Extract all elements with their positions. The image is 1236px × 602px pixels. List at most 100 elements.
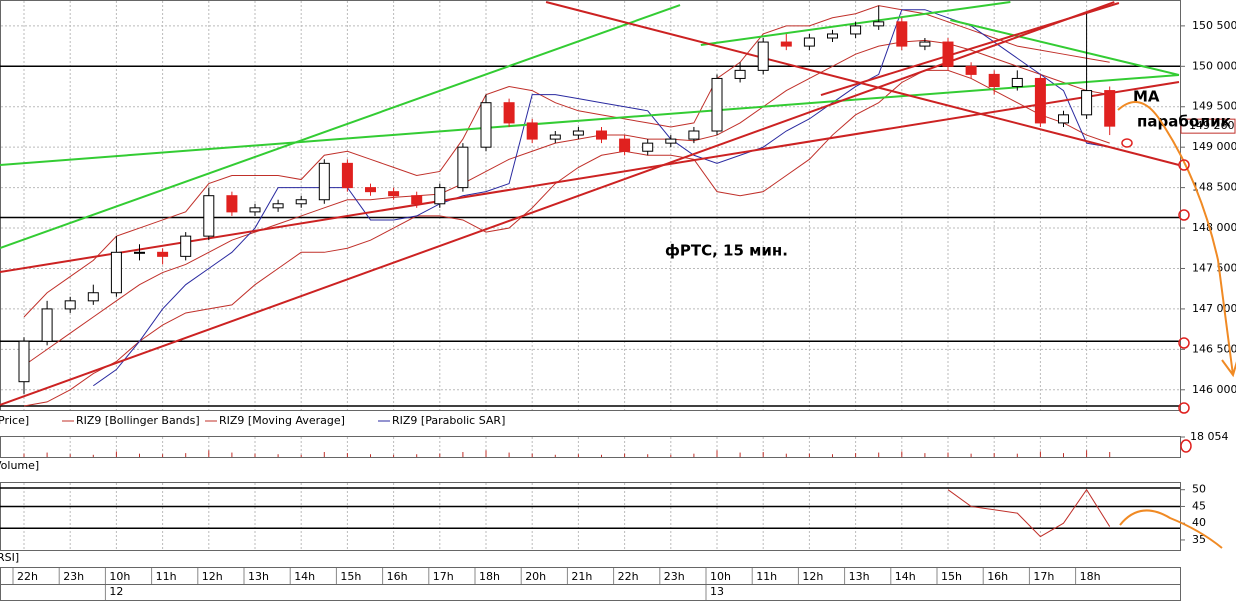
rsi-plot — [947, 488, 1111, 538]
candle-body — [850, 25, 862, 35]
volume-bar — [439, 453, 441, 457]
volume-bar — [716, 450, 718, 457]
candle-body — [203, 195, 215, 237]
volume-bar — [393, 454, 395, 457]
volume-bar — [46, 452, 48, 457]
x-tick-label: 15h — [340, 570, 361, 583]
volume-bar — [139, 453, 140, 457]
volume-bar — [231, 452, 233, 457]
series-line — [23, 69, 1110, 407]
volume-bar — [370, 454, 371, 457]
trend-line — [820, 2, 1120, 96]
candle-body — [134, 251, 145, 254]
x-tick-label: 16h — [987, 570, 1008, 583]
trend-line — [0, 73, 1180, 166]
y-tick-label: 148 500 — [1192, 181, 1236, 194]
candle-body — [919, 41, 931, 47]
marker — [1178, 402, 1190, 414]
candle-body — [642, 142, 654, 152]
candle-body — [1011, 77, 1023, 88]
candle-body — [988, 73, 1000, 88]
candle-body — [1058, 114, 1069, 124]
marker — [1178, 337, 1190, 349]
price-panel — [0, 0, 1181, 411]
rsi-forecast — [1119, 509, 1223, 549]
x-tick-label: 17h — [433, 570, 454, 583]
y-tick-label: 149 500 — [1192, 100, 1236, 113]
y-tick-label: 150 500 — [1192, 19, 1236, 32]
volume-bar — [277, 454, 279, 457]
ma-annotation: MA — [1133, 88, 1160, 106]
sar-annotation: параболик — [1137, 113, 1231, 131]
y-tick-label: 150 000 — [1192, 59, 1236, 72]
candle-body — [1104, 90, 1116, 127]
markers — [1121, 138, 1192, 453]
price-plot — [0, 1, 1180, 407]
volume-bar — [1109, 452, 1111, 457]
volume-bar — [323, 452, 325, 457]
legend-label: RIZ9 [Bollinger Bands] — [76, 414, 200, 427]
candle-body — [318, 162, 330, 201]
candle-body — [965, 65, 977, 75]
x-tick-label: 12h — [802, 570, 823, 583]
candle-body — [388, 191, 400, 197]
volume-bar — [1063, 453, 1064, 457]
y-tick-label: 146 500 — [1192, 342, 1236, 355]
legend-label: RIZ9 [Parabolic SAR] — [392, 414, 505, 427]
candle-body — [411, 195, 423, 205]
candle-body — [896, 21, 908, 47]
candle-body — [295, 199, 307, 205]
candle-body — [688, 130, 700, 140]
volume-bar — [485, 450, 487, 457]
x-tick-label: 12h — [202, 570, 223, 583]
volume-bar — [970, 453, 972, 457]
volume-label: Volume] — [0, 459, 39, 472]
candle-body — [249, 207, 261, 213]
x-tick-label: 10h — [109, 570, 130, 583]
y-tick-label: 45 — [1192, 499, 1206, 512]
marker — [1121, 138, 1133, 148]
y-tick-label: 149 000 — [1192, 140, 1236, 153]
x-tick-label: 22h — [618, 570, 639, 583]
marker — [1180, 439, 1192, 453]
candle-body — [549, 134, 561, 140]
volume-bar — [185, 453, 187, 457]
volume-bar — [162, 454, 164, 457]
candle-body — [526, 122, 538, 140]
candle-body — [41, 308, 53, 342]
y-tick-label: 18 054 — [1190, 430, 1229, 443]
volume-bar — [947, 452, 949, 457]
last-price-label: 149 260 — [1189, 119, 1235, 132]
volume-bar — [855, 453, 857, 457]
candle-body — [272, 203, 284, 209]
volume-bar — [1039, 451, 1041, 457]
y-tick-label: 147 500 — [1192, 261, 1236, 274]
x-tick-label: 22h — [17, 570, 38, 583]
marker — [1178, 209, 1190, 221]
candle-body — [457, 146, 469, 189]
volume-bar — [92, 454, 94, 457]
candle-body — [365, 187, 376, 193]
candle-body — [734, 69, 746, 79]
candle-body — [64, 300, 76, 310]
day-label: 12 — [109, 585, 123, 598]
x-tick-label: 11h — [156, 570, 177, 583]
volume-bar — [69, 454, 71, 457]
candle-body — [596, 130, 607, 140]
candle-body — [180, 235, 192, 257]
volume-bar — [208, 450, 210, 457]
x-tick-label: 14h — [294, 570, 315, 583]
candle-body — [873, 21, 885, 27]
last-price-box — [1180, 118, 1236, 134]
volume-bar — [300, 454, 302, 457]
volume-bar — [346, 453, 348, 457]
candle-body — [572, 130, 584, 136]
volume-bar — [531, 453, 533, 457]
candle-body — [665, 138, 677, 144]
volume-bar — [624, 453, 626, 457]
volume-bar — [508, 452, 510, 457]
x-tick-label: 18h — [1080, 570, 1101, 583]
volume-bar — [554, 454, 556, 457]
